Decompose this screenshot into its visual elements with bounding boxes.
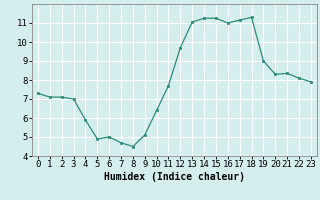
X-axis label: Humidex (Indice chaleur): Humidex (Indice chaleur) — [104, 172, 245, 182]
